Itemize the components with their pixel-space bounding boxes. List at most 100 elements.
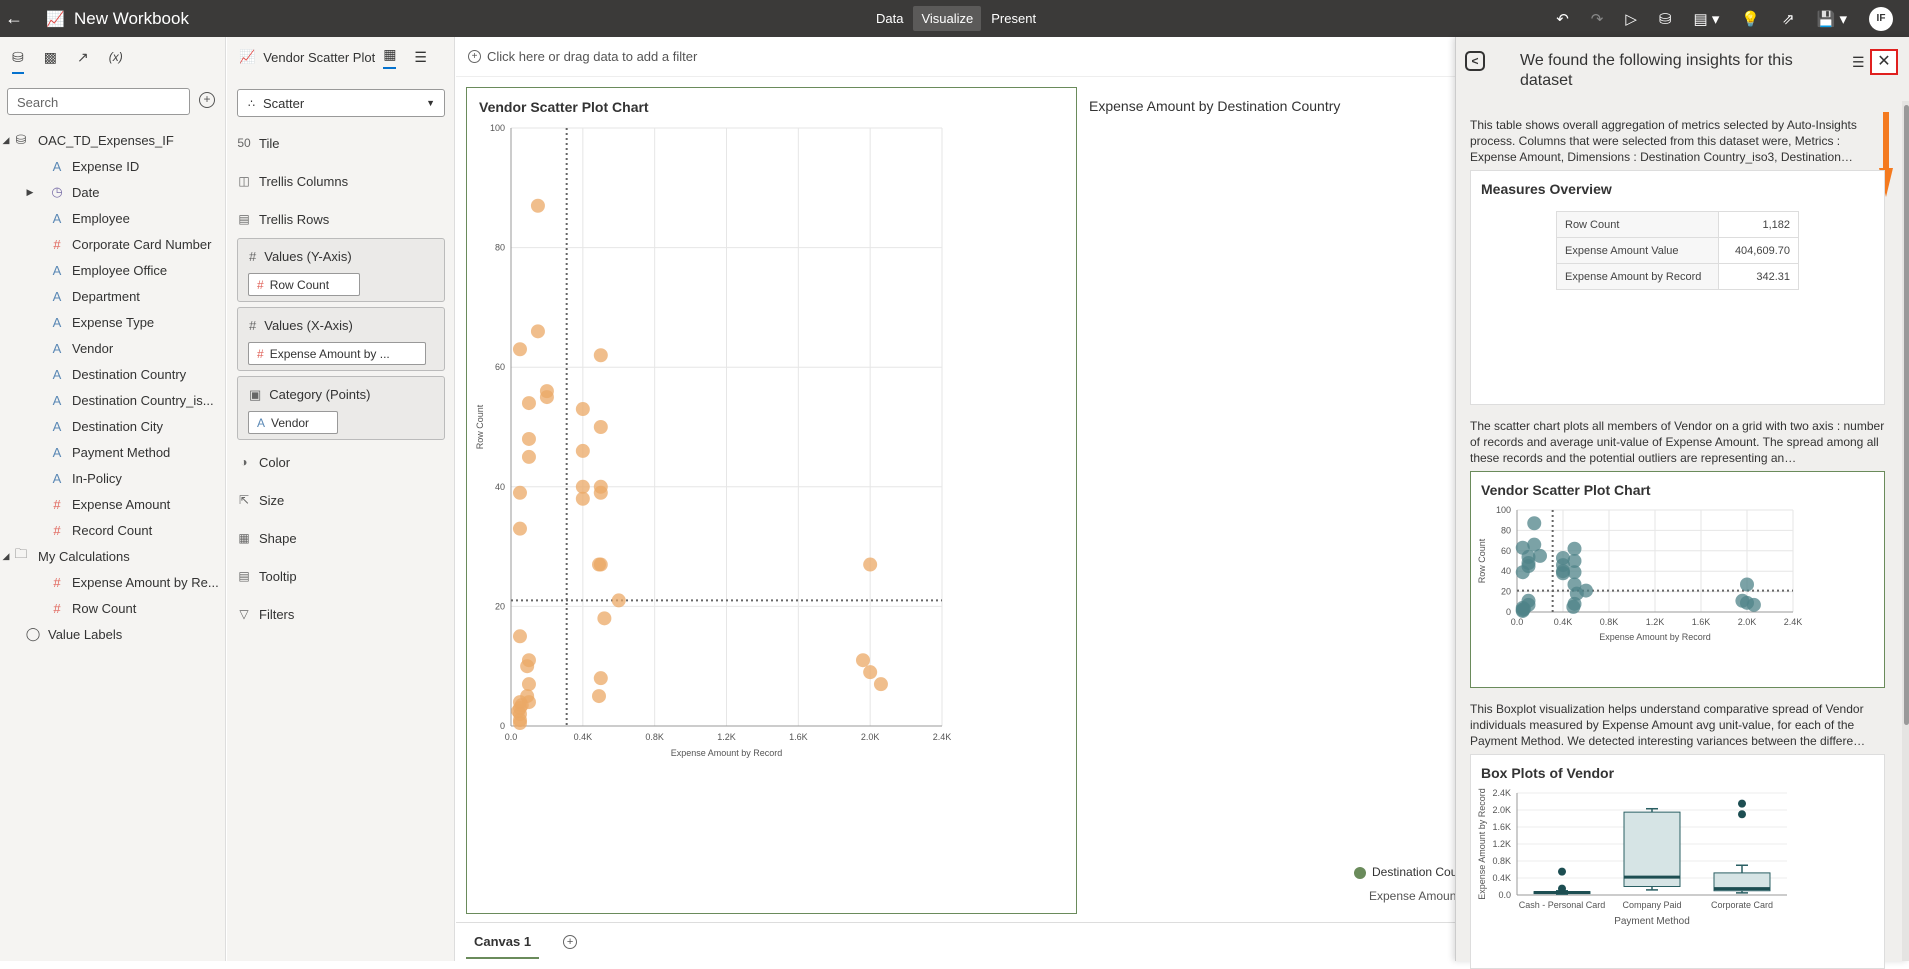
analytics-tab-icon[interactable]: ↗ — [76, 48, 89, 65]
data-point[interactable] — [512, 342, 527, 357]
data-point[interactable] — [512, 629, 527, 644]
list-item[interactable]: A Expense ID — [0, 153, 226, 179]
data-point[interactable] — [863, 557, 878, 572]
filter-hint[interactable]: Click here or drag data to add a filter — [487, 49, 698, 64]
filter-bar[interactable]: + Click here or drag data to add a filte… — [456, 37, 1909, 77]
data-point[interactable] — [514, 698, 529, 713]
data-point[interactable] — [575, 402, 590, 417]
back-arrow-icon[interactable]: ← — [5, 8, 23, 28]
measures-overview-card[interactable]: Measures Overview Row Count 1,182 Expense… — [1470, 170, 1885, 405]
list-item[interactable]: # Expense Amount by Re... — [0, 569, 226, 595]
data-point[interactable] — [1527, 537, 1542, 552]
data-point[interactable] — [521, 431, 536, 446]
expense-amount-chip[interactable]: # Expense Amount by ... — [248, 342, 426, 365]
list-item[interactable]: A Destination Country_is... — [0, 387, 226, 413]
boxplot-card[interactable]: Box Plots of Vendor 0.0 0.4K 0.8K 1.2K 1.6K 2… — [1470, 754, 1885, 969]
collapse-icon[interactable]: < — [1465, 51, 1485, 71]
scatter-insight-card[interactable]: Vendor Scatter Plot Chart 0.0 0.4K 0.8K 1.2… — [1470, 471, 1885, 688]
data-point[interactable] — [591, 689, 606, 704]
calculation-tab-icon[interactable]: (x) — [108, 50, 123, 64]
scrollbar-thumb[interactable] — [1904, 105, 1909, 725]
data-point[interactable] — [530, 324, 545, 339]
value-labels-node[interactable]: ◯ Value Labels — [0, 621, 226, 647]
trellis-columns-item[interactable]: ◫ Trellis Columns — [237, 169, 348, 193]
data-point[interactable] — [591, 557, 606, 572]
data-point[interactable] — [1567, 541, 1582, 556]
data-point[interactable] — [1740, 577, 1754, 592]
data-point[interactable] — [1567, 565, 1582, 580]
main-scatter-chart[interactable]: 0.0 0.4K 0.8K 1.2K 1.6K 2.0K 2.4K 0 20 40 60 80 100 E… — [467, 88, 1076, 913]
data-point[interactable] — [611, 593, 626, 608]
canvas-tab[interactable]: Canvas 1 — [466, 926, 540, 959]
data-point[interactable] — [1516, 601, 1531, 616]
data-point[interactable] — [575, 443, 590, 458]
expand-triangle-icon[interactable]: ▶ — [26, 186, 34, 197]
data-point[interactable] — [1515, 565, 1530, 580]
tab-visualize[interactable]: Visualize — [913, 6, 982, 31]
redo-icon[interactable]: ↷ — [1590, 10, 1604, 28]
dataset-node[interactable]: ◢ ⛁ OAC_TD_Expenses_IF — [0, 127, 226, 153]
data-point[interactable] — [593, 485, 608, 500]
data-point[interactable] — [539, 390, 554, 405]
add-dataset-icon[interactable]: + — [199, 92, 215, 108]
list-item[interactable]: A Payment Method — [0, 439, 226, 465]
data-point[interactable] — [597, 611, 612, 626]
properties-tab-icon[interactable]: ☰ — [414, 48, 427, 65]
add-filter-icon[interactable]: + — [468, 50, 481, 63]
data-point[interactable] — [530, 198, 545, 213]
list-item[interactable]: A Vendor — [0, 335, 226, 361]
box[interactable] — [1713, 872, 1771, 892]
my-calculations-node[interactable]: ◢ 🗀 My Calculations — [0, 543, 226, 569]
x-axis-dropzone[interactable]: # Values (X-Axis) # Expense Amount by ... — [237, 307, 445, 371]
tooltip-item[interactable]: ▤ Tooltip — [237, 564, 296, 588]
list-item[interactable]: # Expense Amount — [0, 491, 226, 517]
box-outlier[interactable] — [1558, 884, 1566, 893]
save-menu-icon[interactable]: 💾 ▾ — [1816, 10, 1847, 28]
data-point[interactable] — [855, 653, 870, 668]
box-outlier[interactable] — [1558, 867, 1566, 876]
row-count-chip[interactable]: # Row Count — [248, 273, 360, 296]
collapse-triangle-icon[interactable]: ◢ — [2, 134, 10, 145]
data-point[interactable] — [521, 396, 536, 411]
list-item[interactable]: A Employee Office — [0, 257, 226, 283]
list-item[interactable]: A Employee — [0, 205, 226, 231]
vendor-chip[interactable]: A Vendor — [248, 411, 338, 434]
close-icon[interactable]: ✕ — [1870, 49, 1898, 75]
list-item[interactable]: # Record Count — [0, 517, 226, 543]
visualizations-tab-icon[interactable]: ▩ — [43, 48, 57, 65]
list-item[interactable]: ▶ ◷ Date — [0, 179, 226, 205]
viz-tab-label[interactable]: Vendor Scatter Plot ... — [263, 49, 376, 65]
add-canvas-icon[interactable]: + — [563, 935, 578, 949]
data-point[interactable] — [575, 479, 590, 494]
insights-settings-icon[interactable]: ☰ — [1852, 54, 1865, 70]
scatter-viz[interactable]: Vendor Scatter Plot Chart 0.0 0.4K 0.8K 1.2… — [466, 87, 1077, 914]
box-outlier[interactable] — [1738, 810, 1746, 819]
trellis-rows-item[interactable]: ▤ Trellis Rows — [237, 207, 329, 231]
data-point[interactable] — [1533, 548, 1547, 563]
boxplot-chart[interactable]: 0.0 0.4K 0.8K 1.2K 1.6K 2.0K 2.4K Cash - Person… — [1471, 755, 1884, 968]
data-point[interactable] — [512, 485, 527, 500]
list-item[interactable]: # Corporate Card Number — [0, 231, 226, 257]
grammar-tab-icon[interactable]: ▦ — [383, 46, 397, 69]
data-point[interactable] — [1567, 554, 1582, 568]
data-point[interactable] — [863, 665, 878, 680]
chart-type-select[interactable]: ∴ Scatter ▼ — [237, 89, 445, 117]
list-item[interactable]: A Department — [0, 283, 226, 309]
filters-item[interactable]: ▽ Filters — [237, 602, 294, 626]
data-point[interactable] — [873, 677, 888, 692]
box[interactable] — [1623, 811, 1681, 887]
data-point[interactable] — [593, 348, 608, 363]
data-point[interactable] — [521, 449, 536, 464]
data-point[interactable] — [512, 716, 527, 731]
data-point[interactable] — [1556, 566, 1570, 581]
avatar[interactable]: IF — [1869, 6, 1893, 31]
mini-scatter-chart[interactable]: 0.0 0.4K 0.8K 1.2K 1.6K 2.0K 2.4K 0 20 40 60 80 100 E… — [1471, 472, 1884, 687]
list-item[interactable]: A Destination Country — [0, 361, 226, 387]
data-point[interactable] — [520, 659, 535, 674]
data-point[interactable] — [575, 491, 590, 506]
tab-present[interactable]: Present — [991, 11, 1037, 26]
tab-data[interactable]: Data — [876, 11, 904, 26]
data-point[interactable] — [521, 677, 536, 692]
box-outlier[interactable] — [1738, 799, 1746, 808]
y-axis-dropzone[interactable]: # Values (Y-Axis) # Row Count — [237, 238, 445, 302]
